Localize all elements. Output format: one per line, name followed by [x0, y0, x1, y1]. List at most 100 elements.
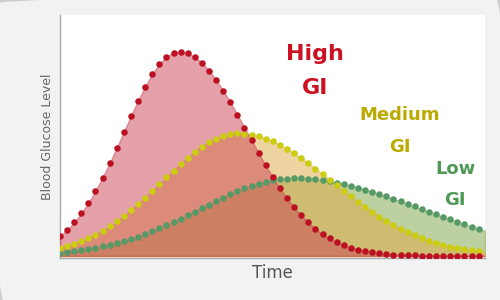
Point: [134, 98, 142, 103]
Point: [347, 183, 355, 188]
Point: [418, 207, 426, 212]
Point: [120, 214, 128, 218]
Point: [162, 55, 170, 59]
Point: [340, 189, 348, 194]
Point: [276, 186, 284, 190]
Point: [396, 226, 404, 231]
Point: [340, 243, 348, 248]
Point: [326, 236, 334, 241]
Point: [418, 253, 426, 258]
Point: [304, 161, 312, 166]
Point: [368, 209, 376, 214]
Point: [404, 253, 411, 258]
Point: [376, 251, 384, 256]
Point: [354, 247, 362, 252]
Point: [262, 136, 270, 141]
Point: [234, 189, 241, 194]
Text: GI: GI: [444, 191, 466, 209]
Point: [297, 156, 305, 161]
Point: [460, 222, 468, 227]
Point: [290, 205, 298, 210]
Point: [297, 176, 305, 181]
Point: [390, 223, 398, 227]
Point: [368, 250, 376, 255]
Point: [248, 132, 256, 137]
Point: [304, 220, 312, 225]
Point: [340, 182, 348, 187]
Point: [404, 202, 411, 206]
Point: [347, 194, 355, 199]
Point: [248, 184, 256, 188]
Point: [226, 100, 234, 105]
Point: [84, 200, 92, 205]
Text: Low: Low: [435, 160, 476, 178]
Point: [425, 253, 433, 258]
Point: [219, 134, 227, 138]
Text: GI: GI: [302, 78, 328, 98]
Point: [474, 254, 482, 258]
Point: [468, 224, 475, 229]
Point: [141, 195, 149, 200]
Point: [141, 84, 149, 89]
Point: [106, 242, 114, 247]
Point: [176, 50, 184, 54]
Point: [276, 142, 284, 147]
Point: [269, 139, 277, 144]
Point: [191, 209, 199, 214]
Point: [290, 176, 298, 181]
Point: [240, 186, 248, 191]
Point: [361, 249, 369, 254]
Point: [212, 136, 220, 141]
Point: [276, 177, 284, 182]
Point: [411, 253, 419, 258]
Point: [176, 216, 184, 221]
Point: [156, 182, 164, 187]
Point: [63, 244, 71, 248]
Point: [234, 112, 241, 117]
Point: [446, 244, 454, 249]
Point: [425, 238, 433, 243]
Point: [439, 254, 447, 258]
Point: [70, 220, 78, 225]
Point: [425, 209, 433, 214]
Point: [432, 212, 440, 217]
Point: [240, 131, 248, 136]
Point: [254, 181, 262, 186]
Point: [361, 205, 369, 209]
Point: [432, 240, 440, 245]
Point: [240, 125, 248, 130]
Point: [92, 245, 100, 250]
Point: [390, 196, 398, 201]
Point: [382, 252, 390, 256]
Point: [304, 176, 312, 181]
Point: [176, 161, 184, 166]
Point: [134, 234, 142, 239]
Point: [396, 199, 404, 204]
Point: [226, 192, 234, 197]
Point: [184, 51, 192, 56]
Point: [354, 185, 362, 190]
Point: [127, 114, 135, 118]
Point: [134, 202, 142, 207]
Point: [162, 223, 170, 228]
Point: [127, 208, 135, 213]
Point: [262, 179, 270, 184]
Point: [460, 247, 468, 252]
Point: [78, 239, 86, 244]
Point: [347, 245, 355, 250]
Point: [454, 220, 462, 224]
Point: [404, 230, 411, 235]
Point: [439, 242, 447, 247]
Point: [84, 236, 92, 241]
Y-axis label: Blood Glucose Level: Blood Glucose Level: [42, 73, 54, 200]
Point: [432, 254, 440, 258]
Text: GI: GI: [389, 138, 411, 156]
Point: [312, 177, 320, 182]
Point: [113, 219, 121, 224]
Point: [70, 249, 78, 254]
Point: [269, 175, 277, 180]
Point: [184, 155, 192, 160]
Point: [368, 189, 376, 194]
Point: [148, 229, 156, 234]
Point: [78, 211, 86, 216]
